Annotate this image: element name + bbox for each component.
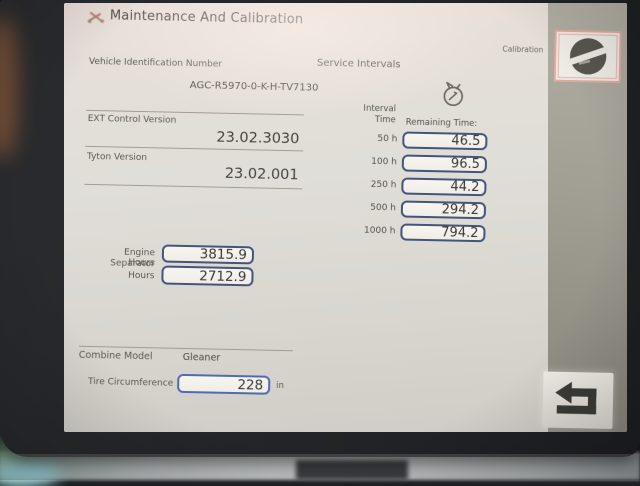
remaining-time-value: 46.5 bbox=[451, 133, 481, 150]
separator-hours-value: 2712.9 bbox=[199, 267, 247, 285]
vin-label: Vehicle Identification Number bbox=[88, 56, 223, 70]
vin-value: AGC-R5970-0-K-H-TV7130 bbox=[189, 80, 319, 94]
tire-circumference-field[interactable]: 228 bbox=[177, 373, 271, 395]
separator-hours-label: Separator Hours bbox=[110, 258, 155, 282]
combine-model-value: Gleaner bbox=[182, 351, 221, 364]
remaining-time-field[interactable]: 294.2 bbox=[400, 200, 487, 220]
interval-label: 1000 h bbox=[363, 225, 396, 237]
remaining-time-value: 96.5 bbox=[450, 156, 481, 173]
oil-can-icon bbox=[443, 81, 464, 107]
remaining-time-value: 294.2 bbox=[441, 202, 480, 219]
tire-circumference-unit: in bbox=[276, 380, 285, 392]
engine-hours-field: 3815.9 bbox=[161, 244, 255, 265]
service-intervals-header: Service Intervals bbox=[316, 57, 401, 71]
interval-time-column-header: Interval Time bbox=[363, 103, 397, 126]
service-interval-row: 1000 h 794.2 bbox=[335, 222, 486, 243]
remaining-time-column-header: Remaining Time: bbox=[405, 117, 478, 130]
interval-label: 50 h bbox=[377, 133, 398, 145]
calibration-button[interactable] bbox=[553, 29, 622, 84]
page-title: Maintenance And Calibration bbox=[109, 8, 304, 28]
service-interval-row: 500 h 294.2 bbox=[336, 199, 487, 220]
tire-circumference-label: Tire Circumference bbox=[87, 376, 174, 389]
service-interval-row: 50 h 46.5 bbox=[337, 130, 488, 151]
tyton-version-label: Tyton Version bbox=[86, 151, 148, 164]
ext-control-version-value: 23.02.3030 bbox=[216, 129, 300, 148]
remaining-time-value: 44.2 bbox=[450, 179, 480, 196]
remaining-time-field[interactable]: 96.5 bbox=[401, 154, 488, 174]
combine-model-label: Combine Model bbox=[78, 349, 153, 363]
remaining-time-field[interactable]: 44.2 bbox=[401, 177, 487, 197]
terminal-screen: Maintenance And Calibration Calibration … bbox=[64, 3, 627, 432]
interval-label: 250 h bbox=[370, 179, 397, 191]
interval-label: 500 h bbox=[370, 202, 397, 214]
separator-hours-field: 2712.9 bbox=[161, 265, 254, 287]
service-interval-row: 250 h 44.2 bbox=[336, 176, 487, 197]
background-blur-cyan bbox=[0, 460, 60, 486]
calibration-label: Calibration bbox=[502, 44, 544, 55]
return-arrow-icon bbox=[555, 381, 597, 415]
background-blur-orange bbox=[0, 18, 16, 158]
calibration-gauge-icon bbox=[568, 38, 608, 75]
interval-label: 100 h bbox=[371, 156, 398, 168]
remaining-time-value: 794.2 bbox=[441, 225, 479, 242]
engine-hours-value: 3815.9 bbox=[199, 246, 248, 264]
tyton-version-value: 23.02.001 bbox=[224, 165, 299, 184]
divider bbox=[84, 183, 303, 190]
remaining-time-field[interactable]: 46.5 bbox=[402, 131, 488, 151]
service-interval-row: 100 h 96.5 bbox=[337, 153, 488, 174]
monitor-stand bbox=[296, 460, 408, 480]
back-button[interactable] bbox=[542, 371, 614, 429]
ext-control-version-label: EXT Control Version bbox=[87, 113, 177, 126]
remaining-time-field[interactable]: 794.2 bbox=[400, 223, 486, 243]
wrench-icon bbox=[87, 11, 104, 24]
tire-circumference-value: 228 bbox=[237, 376, 264, 394]
